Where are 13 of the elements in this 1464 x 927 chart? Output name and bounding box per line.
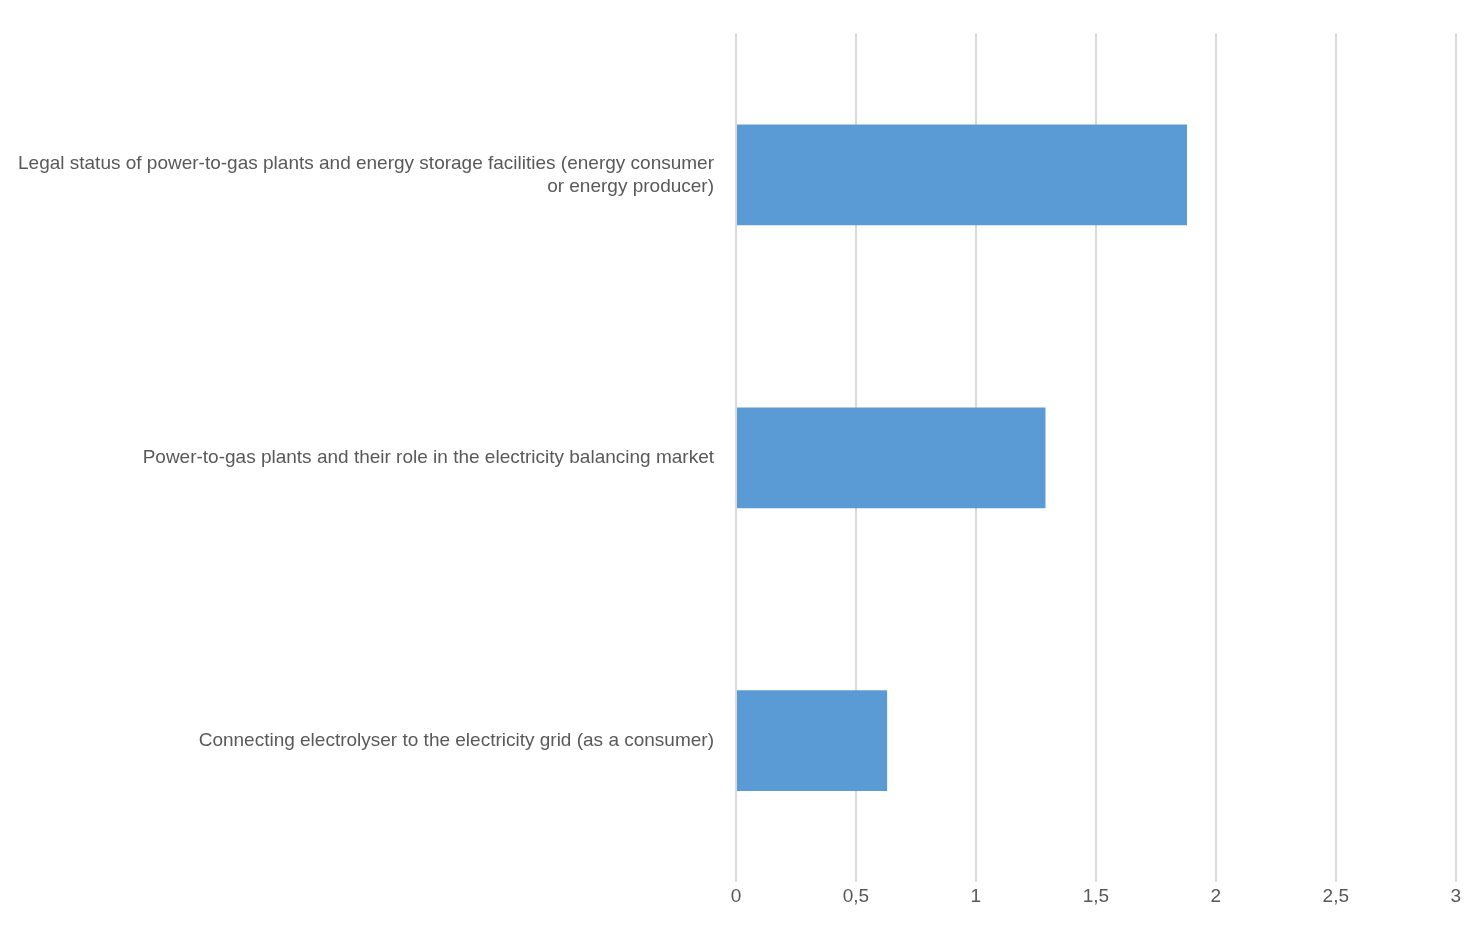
x-tick-label: 2,5	[1322, 884, 1349, 906]
x-tick-label: 1	[970, 884, 982, 906]
x-tick-label: 0,5	[842, 884, 870, 906]
y-tick-label: Power-to-gas plants and their role in the electricity balancing market	[142, 446, 715, 468]
bar	[737, 124, 1188, 226]
x-tick-label: 1,5	[1082, 884, 1110, 906]
x-tick-label: 3	[1450, 884, 1462, 906]
bar	[737, 690, 888, 792]
y-tick-label: Connecting electrolyser to the electricity grid (as a consumer)	[198, 728, 714, 750]
x-tick-label: 2	[1210, 884, 1222, 906]
y-tick-label: Legal status of power-to-gas plants and energy storage facilities (energy consumer or energy producer)	[18, 151, 715, 196]
bar	[737, 407, 1046, 509]
x-tick-label: 0	[730, 884, 742, 906]
